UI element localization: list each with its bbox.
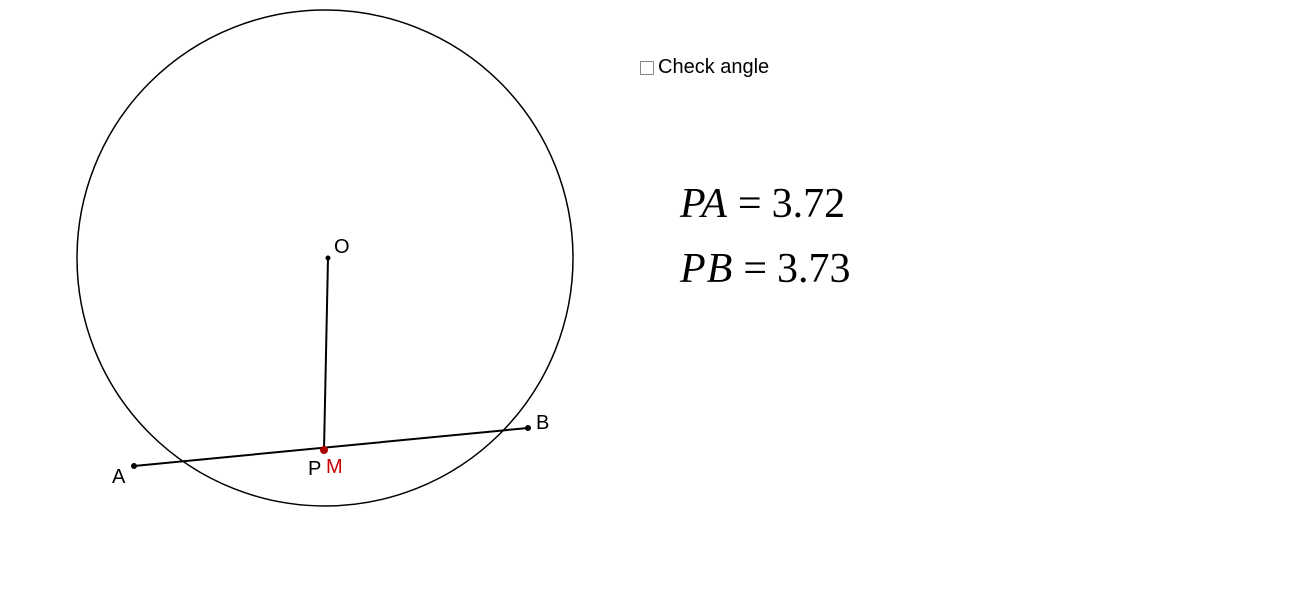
measure-pb-value: 3.73: [777, 246, 851, 292]
point-b[interactable]: [525, 425, 531, 431]
point-o[interactable]: [326, 256, 331, 261]
label-m: M: [326, 456, 343, 479]
label-a: A: [112, 466, 125, 489]
label-b: B: [536, 412, 549, 435]
checkbox-box-icon[interactable]: [640, 61, 654, 75]
point-a[interactable]: [131, 463, 137, 469]
measure-pa-var: PA: [680, 181, 728, 227]
segment-op[interactable]: [324, 258, 328, 450]
measure-pa: PA=3.72: [680, 180, 845, 228]
label-p: P: [308, 458, 321, 481]
geometry-canvas[interactable]: [0, 0, 1296, 606]
measure-pb: PB=3.73: [680, 245, 851, 293]
label-o: O: [334, 236, 350, 259]
measure-pb-var: PB: [680, 246, 733, 292]
point-p[interactable]: [320, 446, 328, 454]
measure-pa-value: 3.72: [772, 181, 846, 227]
check-angle-checkbox[interactable]: Check angle: [640, 56, 769, 79]
check-angle-label: Check angle: [658, 56, 769, 79]
